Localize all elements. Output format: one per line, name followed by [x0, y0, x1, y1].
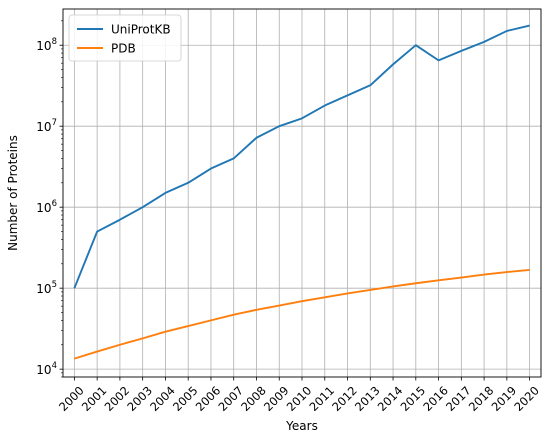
y-tick-label: 104: [36, 361, 57, 377]
y-tick-base: 10: [36, 120, 51, 134]
y-tick-label: 108: [36, 37, 57, 53]
grid: [63, 9, 541, 377]
legend: UniProtKB PDB: [68, 14, 182, 62]
series-line-uniprotkb: [73, 24, 530, 289]
y-tick-label: 106: [36, 199, 57, 215]
legend-box: [68, 14, 182, 62]
y-tick-exponent: 8: [52, 37, 57, 47]
series-line-pdb: [74, 268, 530, 360]
y-tick-base: 10: [36, 201, 51, 215]
y-tick-exponent: 7: [52, 118, 57, 128]
y-tick-label: 107: [36, 118, 57, 134]
legend-label: UniProtKB: [111, 23, 171, 37]
y-tick-base: 10: [36, 363, 51, 377]
x-axis-label: Years: [285, 419, 318, 433]
y-tick-base: 10: [36, 282, 51, 296]
y-axis-label: Number of Proteins: [6, 135, 20, 251]
y-tick-exponent: 6: [52, 199, 57, 209]
y-tick-exponent: 5: [52, 280, 57, 290]
y-tick-exponent: 4: [52, 361, 57, 371]
y-tick-label: 105: [36, 280, 57, 296]
y-tick-base: 10: [36, 39, 51, 53]
legend-label: PDB: [111, 42, 136, 56]
series-lines: [73, 24, 530, 360]
